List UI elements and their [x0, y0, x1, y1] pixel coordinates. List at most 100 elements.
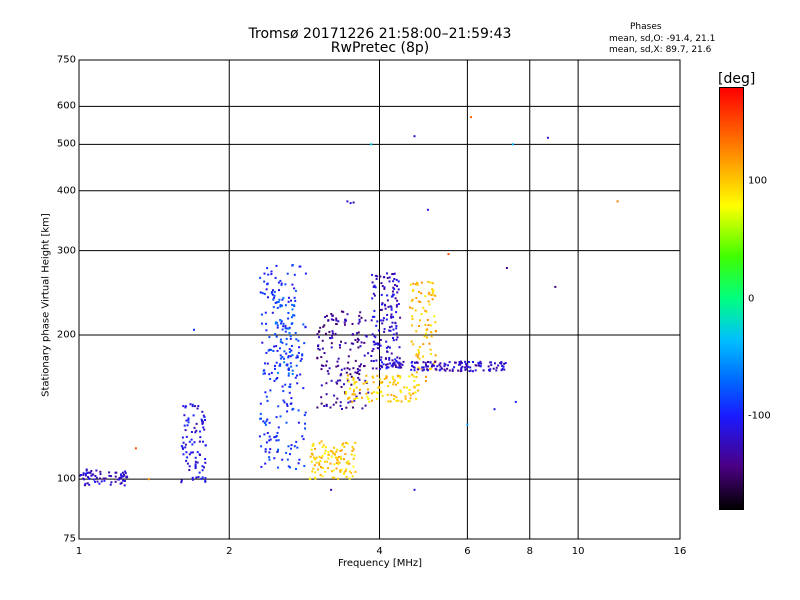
echo-point	[397, 303, 400, 305]
echo-point	[346, 462, 349, 465]
echo-point	[296, 356, 299, 359]
echo-point	[400, 391, 403, 394]
echo-point	[264, 423, 267, 426]
echo-point	[279, 279, 282, 282]
echo-point	[413, 488, 416, 491]
echo-point	[286, 410, 289, 413]
echo-point	[392, 286, 395, 289]
echo-point	[266, 399, 269, 402]
echo-point	[361, 407, 364, 410]
echo-point	[274, 364, 276, 367]
echo-point	[290, 345, 293, 347]
echo-point	[346, 200, 349, 203]
echo-point	[469, 366, 472, 369]
echo-point	[198, 440, 201, 443]
x-tick-label: 10	[571, 546, 585, 557]
echo-point	[281, 298, 284, 301]
echo-point	[315, 461, 318, 464]
x-axis-label: Frequency [MHz]	[337, 558, 423, 569]
echo-point	[289, 386, 292, 388]
echo-point	[390, 306, 393, 309]
echo-point	[192, 478, 194, 481]
echo-point	[372, 360, 375, 362]
echo-point	[356, 372, 359, 375]
echo-point	[446, 367, 449, 370]
echo-point	[260, 445, 263, 448]
echo-point	[320, 368, 323, 371]
echo-point	[85, 468, 88, 471]
echo-point	[186, 424, 189, 427]
echo-point	[389, 305, 392, 308]
echo-point	[276, 349, 279, 352]
echo-point	[375, 342, 378, 345]
echo-point	[287, 367, 290, 370]
echo-point	[320, 402, 323, 405]
echo-point	[399, 362, 402, 365]
echo-point	[181, 446, 184, 449]
echo-point	[265, 329, 268, 332]
echo-point	[289, 466, 291, 469]
echo-point	[276, 450, 279, 453]
echo-point	[424, 361, 427, 364]
echo-point	[289, 453, 291, 456]
echo-point	[297, 351, 300, 354]
echo-point	[352, 448, 355, 451]
echo-point	[348, 368, 351, 371]
echo-point	[394, 284, 397, 286]
echo-point	[284, 330, 287, 333]
echo-point	[332, 403, 335, 406]
echo-point	[347, 397, 350, 400]
echo-point	[343, 383, 345, 386]
echo-point	[285, 352, 288, 355]
echo-point	[416, 356, 419, 359]
echo-point	[275, 378, 278, 381]
echo-point	[194, 467, 197, 470]
echo-point	[322, 325, 325, 328]
echo-point	[290, 447, 292, 450]
echo-point	[379, 338, 382, 341]
echo-point	[371, 281, 374, 284]
echo-point	[352, 378, 355, 381]
colorbar-tick-label: -100	[748, 410, 771, 422]
echo-point	[472, 361, 474, 363]
echo-point	[335, 381, 338, 384]
echo-point	[385, 366, 388, 369]
echo-point	[268, 435, 271, 438]
echo-point	[347, 401, 350, 404]
echo-point	[500, 369, 503, 372]
echo-point	[194, 460, 197, 463]
echo-point	[367, 391, 370, 394]
echo-point	[327, 453, 330, 456]
echo-point	[87, 476, 89, 479]
echo-point	[295, 468, 297, 470]
echo-point	[311, 470, 314, 473]
echo-point	[382, 276, 385, 279]
echo-point	[448, 361, 451, 364]
echo-point	[373, 294, 376, 297]
echo-point	[278, 289, 280, 292]
echo-point	[103, 479, 106, 482]
echo-point	[296, 446, 299, 449]
echo-point	[293, 314, 296, 317]
echo-point	[371, 399, 373, 402]
echo-point	[391, 359, 394, 362]
echo-point	[281, 304, 283, 307]
echo-point	[382, 319, 385, 322]
echo-point	[360, 341, 363, 344]
echo-point	[335, 365, 338, 368]
echo-point	[373, 309, 376, 312]
echo-point	[324, 470, 327, 473]
echo-point	[118, 478, 120, 481]
echo-point	[302, 323, 305, 326]
echo-point	[294, 289, 297, 292]
echo-point	[123, 480, 126, 482]
echo-point	[385, 367, 388, 370]
echo-point	[273, 294, 276, 297]
echo-point	[352, 406, 354, 409]
echo-point	[430, 331, 433, 334]
echo-point	[415, 376, 418, 378]
echo-point	[423, 335, 426, 338]
echo-point	[416, 361, 419, 364]
echo-point	[381, 285, 384, 288]
echo-point	[277, 371, 279, 374]
